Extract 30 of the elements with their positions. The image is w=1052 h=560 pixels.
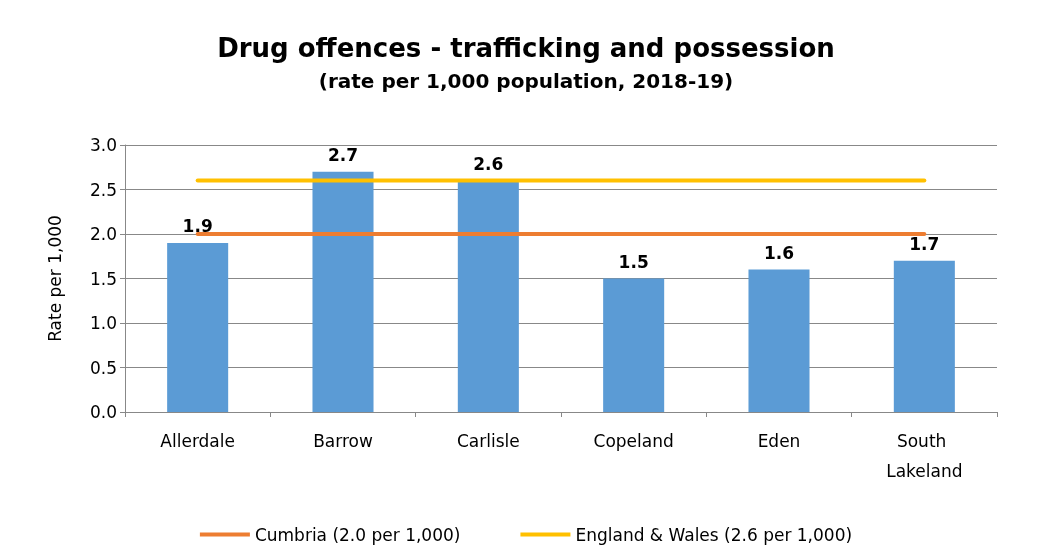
bar — [312, 171, 374, 412]
data-label: 1.7 — [909, 234, 940, 255]
data-label: 2.7 — [327, 145, 359, 166]
x-tick-label: Eden — [757, 431, 801, 451]
x-tick-label: Allerdale — [160, 431, 235, 451]
legend-label: Cumbria (2.0 per 1,000) — [254, 524, 461, 545]
y-tick-label: 1.5 — [89, 268, 117, 289]
bar — [893, 260, 955, 412]
y-axis-title: Rate per 1,000 — [44, 215, 65, 342]
x-tick-label: Barrow — [313, 431, 373, 451]
data-label: 1.6 — [763, 243, 795, 264]
y-tick-label: 0.5 — [89, 357, 117, 378]
x-tick-label: Carlisle — [456, 431, 520, 451]
bar — [748, 269, 810, 412]
data-label: 1.5 — [618, 252, 649, 272]
data-label: 2.6 — [473, 154, 504, 175]
x-tick-label: South Lakeland — [886, 431, 963, 481]
y-tick-label: 1.0 — [89, 313, 117, 333]
y-tick-label: 0.0 — [89, 402, 117, 422]
data-label: 1.9 — [182, 216, 213, 237]
bar — [167, 242, 229, 412]
chart-subtitle: (rate per 1,000 population, 2018-19) — [318, 69, 734, 93]
y-tick-label: 3.0 — [89, 135, 117, 155]
bar — [603, 278, 665, 412]
legend-label: England & Wales (2.6 per 1,000) — [575, 524, 853, 545]
y-tick-label: 2.5 — [89, 179, 117, 200]
y-tick-label: 2.0 — [89, 224, 117, 244]
x-tick-label: Copeland — [593, 431, 674, 451]
bar — [457, 180, 519, 412]
chart-title: Drug offences - trafficking and possession — [217, 33, 835, 63]
